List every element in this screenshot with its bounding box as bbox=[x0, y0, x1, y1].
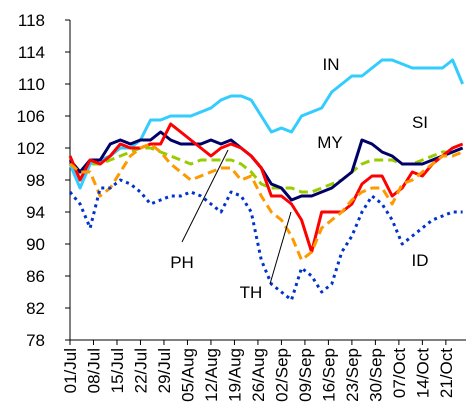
series-label: SI bbox=[412, 113, 428, 132]
leader-line bbox=[181, 149, 229, 243]
x-tick-label: 15/Jul bbox=[108, 348, 127, 393]
series-line bbox=[68, 178, 463, 302]
y-tick-label: 106 bbox=[17, 107, 45, 126]
series-line bbox=[69, 142, 464, 262]
y-tick-label: 82 bbox=[26, 299, 45, 318]
x-tick-label: 05/Aug bbox=[178, 348, 197, 402]
series-label: TH bbox=[240, 283, 263, 302]
series-label: IN bbox=[323, 55, 340, 74]
y-tick-label: 98 bbox=[26, 171, 45, 190]
x-tick-label: 23/Sep bbox=[343, 348, 362, 402]
series-line bbox=[68, 130, 464, 202]
leader-line bbox=[269, 211, 292, 285]
y-tick-label: 114 bbox=[18, 43, 45, 62]
annotations: IN SI MY PH TH ID bbox=[170, 55, 428, 302]
x-tick-label: 30/Sep bbox=[366, 348, 385, 402]
plot-lines bbox=[68, 58, 465, 302]
x-tick-label: 08/Jul bbox=[84, 348, 103, 393]
series-label: ID bbox=[412, 251, 429, 270]
x-tick-label: 01/Jul bbox=[61, 348, 80, 393]
x-tick-label: 07/Oct bbox=[390, 348, 409, 398]
y-tick-label: 90 bbox=[26, 235, 45, 254]
x-tick-label: 22/Jul bbox=[131, 348, 150, 393]
y-tick-label: 102 bbox=[17, 139, 45, 158]
y-tick-label: 86 bbox=[26, 267, 45, 286]
x-tick-label: 12/Aug bbox=[202, 348, 221, 402]
y-tick-label: 118 bbox=[18, 11, 45, 30]
x-tick-label: 26/Aug bbox=[249, 348, 268, 402]
y-tick-label: 78 bbox=[26, 331, 45, 350]
x-tick-label: 02/Sep bbox=[272, 348, 291, 402]
x-tick-label: 21/Oct bbox=[437, 348, 456, 398]
series-line bbox=[68, 58, 465, 190]
x-tick-label: 19/Aug bbox=[225, 348, 244, 402]
axes: 78 82 86 90 94 98 102 106 110 114 118 01/Jul 08/Jul 1… bbox=[17, 11, 466, 402]
y-tick-label: 94 bbox=[26, 203, 45, 222]
x-tick-label: 29/Jul bbox=[155, 348, 174, 393]
x-tick-label: 16/Sep bbox=[319, 348, 338, 402]
x-tick-label: 14/Oct bbox=[413, 348, 432, 398]
y-tick-label: 110 bbox=[18, 75, 45, 94]
series-label: PH bbox=[170, 253, 194, 272]
series-label: MY bbox=[317, 133, 343, 152]
x-tick-label: 09/Sep bbox=[296, 348, 315, 402]
